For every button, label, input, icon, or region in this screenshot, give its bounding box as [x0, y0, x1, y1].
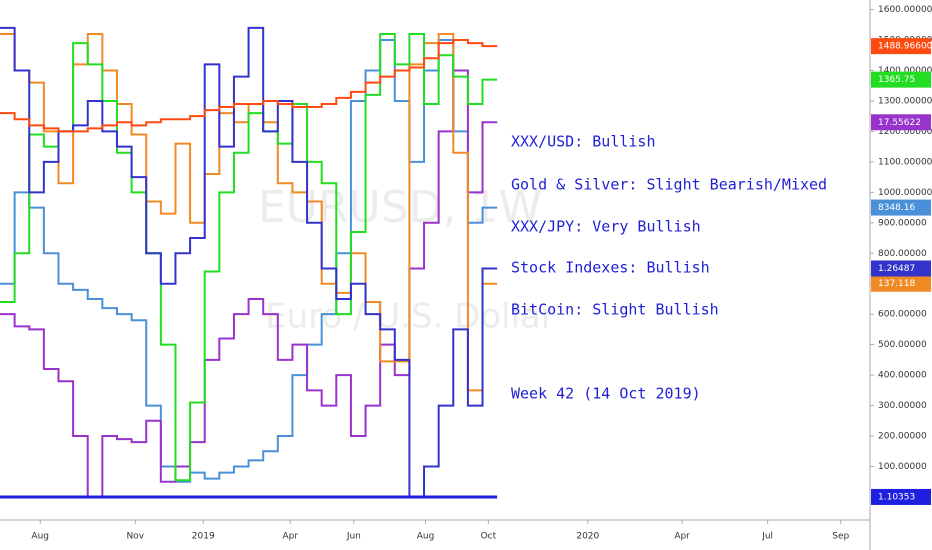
x-tick-label: Jul — [761, 532, 773, 542]
y-tick-label: 300.00000 — [878, 401, 927, 411]
y-tick-label: 500.00000 — [878, 340, 927, 350]
price-tag — [871, 275, 931, 292]
series-line — [0, 39, 498, 133]
y-tick-label: 1200.00000 — [878, 127, 932, 137]
price-tag-label: 1488.96600 — [878, 42, 932, 52]
annotation: Gold & Silver: Slight Bearish/Mixed — [511, 176, 827, 194]
y-tick-label: 1000.00000 — [878, 188, 932, 198]
y-tick-label: 800.00000 — [878, 249, 927, 259]
x-tick-label: Apr — [282, 532, 298, 542]
price-tag-label: 8348.16 — [878, 203, 915, 213]
annotation: Stock Indexes: Bullish — [511, 259, 710, 277]
y-tick-label: 900.00000 — [878, 218, 927, 228]
price-tag-label: 1.26487 — [878, 264, 915, 274]
y-tick-label: 100.00000 — [878, 462, 927, 472]
x-tick-label: Jun — [346, 532, 361, 542]
x-tick-label: Sep — [832, 532, 849, 542]
y-tick-label: 200.00000 — [878, 432, 927, 442]
y-tick-label: 1300.00000 — [878, 96, 932, 106]
y-tick-label: 1100.00000 — [878, 157, 932, 167]
x-tick-label: Aug — [417, 532, 435, 542]
watermark: EURUSD, 1W — [258, 182, 542, 233]
price-tag-label: 1.10353 — [878, 492, 915, 502]
price-tag — [871, 199, 931, 216]
series-line — [0, 26, 498, 498]
x-tick-label: Oct — [481, 532, 497, 542]
y-tick-label: 600.00000 — [878, 310, 927, 320]
price-tag — [871, 71, 931, 88]
x-tick-label: Apr — [674, 532, 690, 542]
x-tick-label: 2019 — [192, 532, 215, 542]
series-line — [0, 32, 498, 482]
price-tag-label: 17.55622 — [878, 118, 921, 128]
x-tick-label: Aug — [31, 532, 49, 542]
annotation: XXX/JPY: Very Bullish — [511, 218, 701, 236]
price-tag — [871, 488, 931, 505]
price-tag — [871, 260, 931, 277]
x-tick-label: 2020 — [576, 532, 599, 542]
annotation: XXX/USD: Bullish — [511, 133, 656, 151]
annotation: BitCoin: Slight Bullish — [511, 301, 719, 319]
y-tick-label: 1400.00000 — [878, 66, 932, 76]
x-tick-label: Nov — [126, 532, 144, 542]
y-tick-label: 1600.00000 — [878, 5, 932, 15]
price-tag-label: 1365.75 — [878, 75, 915, 85]
annotation: Week 42 (14 Oct 2019) — [511, 385, 701, 403]
y-tick-label: 400.00000 — [878, 371, 927, 381]
price-tag — [871, 38, 931, 55]
price-tag — [871, 114, 931, 131]
price-tag-label: 137.118 — [878, 279, 915, 289]
